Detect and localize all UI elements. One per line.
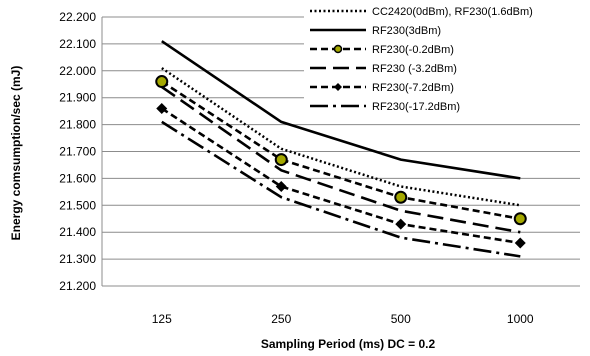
y-tick-label: 21.200 [59,279,96,293]
legend-item: RF230(-7.2dBm) [310,82,454,94]
y-axis-ticks: 21.200 21.300 21.400 21.500 21.600 21.700 21.8… [59,10,96,293]
y-tick-label: 21.900 [59,91,96,105]
series-line [161,120,521,258]
legend-marker [334,83,342,91]
legend-label: CC2420(0dBm), RF230(1.6dBm) [372,6,533,18]
series [161,120,521,258]
x-tick-label: 500 [391,312,411,326]
data-point [274,153,288,167]
legend-item: CC2420(0dBm), RF230(1.6dBm) [310,6,533,18]
series [161,85,521,234]
legend-label: RF230(-7.2dBm) [372,82,454,94]
y-tick-label: 22.100 [59,37,96,51]
series-layer [155,40,527,258]
data-point [275,180,287,192]
series-line [161,67,521,207]
legend-marker [333,44,343,54]
y-tick-label: 22.000 [59,64,96,78]
series [161,67,521,207]
legend-label: RF230(3dBm) [372,25,441,37]
x-axis-title: Sampling Period (ms) DC = 0.2 [261,337,436,351]
data-point [395,218,407,230]
legend-box [304,2,588,120]
y-tick-label: 21.700 [59,145,96,159]
legend-label: RF230 (-3.2dBm) [372,63,457,75]
series-line [161,40,521,180]
y-tick-label: 22.200 [59,10,96,24]
legend-item: RF230(-17.2dBm) [310,101,460,113]
y-tick-label: 21.300 [59,252,96,266]
series [161,40,521,180]
x-tick-label: 125 [152,312,172,326]
y-tick-label: 21.500 [59,198,96,212]
series-line [161,107,521,245]
data-point [513,212,527,226]
data-point [156,102,168,114]
y-tick-label: 21.600 [59,171,96,185]
series [156,102,526,249]
legend: CC2420(0dBm), RF230(1.6dBm) RF230(3dBm) RF… [304,2,588,120]
x-tick-label: 1000 [507,312,534,326]
legend-label: RF230(-0.2dBm) [372,44,454,56]
legend-item: RF230 (-3.2dBm) [310,63,457,75]
y-axis-title: Energy comsumption/sec (mJ) [9,66,23,241]
y-tick-label: 21.400 [59,225,96,239]
legend-item: RF230(3dBm) [310,25,441,37]
series-line [161,85,521,234]
legend-label: RF230(-17.2dBm) [372,101,460,113]
x-axis-ticks: 125 250 500 1000 [152,312,534,326]
x-tick-label: 250 [271,312,291,326]
series-line [161,80,521,221]
series [155,75,527,226]
legend-item: RF230(-0.2dBm) [310,44,454,56]
y-tick-label: 21.800 [59,118,96,132]
data-point [514,237,526,249]
data-point [155,75,169,89]
data-point [394,190,408,204]
